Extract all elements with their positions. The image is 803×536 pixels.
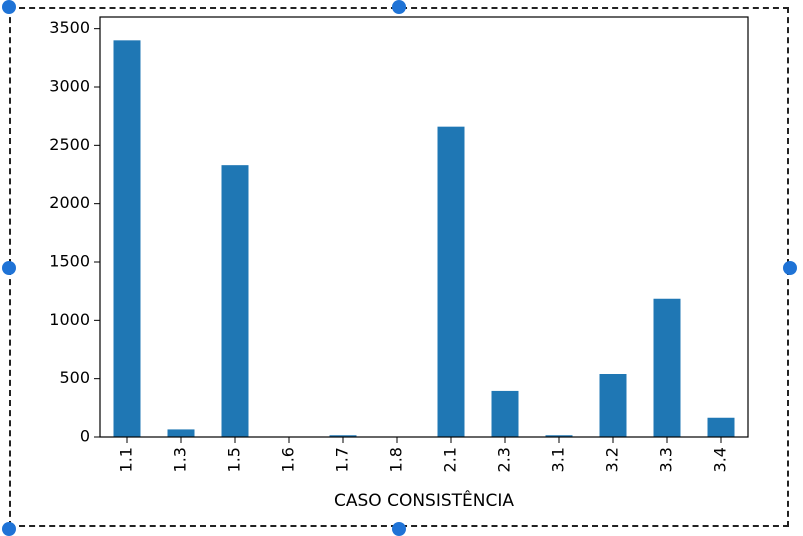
x-tick-label: 3.4: [711, 447, 730, 472]
x-tick-label: 1.1: [117, 447, 136, 472]
bar-1.1: [114, 40, 141, 437]
x-tick-label: 2.1: [441, 447, 460, 472]
y-tick-label: 2000: [49, 193, 90, 212]
y-tick-label: 1000: [49, 310, 90, 329]
x-tick-label: 1.5: [225, 447, 244, 472]
x-tick-label: 3.3: [657, 447, 676, 472]
y-tick-label: 3500: [49, 18, 90, 37]
x-tick-label: 1.3: [171, 447, 190, 472]
bar-3.4: [708, 418, 735, 437]
x-tick-label: 3.2: [603, 447, 622, 472]
bar-1.5: [222, 165, 249, 437]
y-tick-label: 0: [80, 427, 90, 446]
x-tick-label: 2.3: [495, 447, 514, 472]
y-tick-label: 2500: [49, 135, 90, 154]
y-tick-label: 3000: [49, 77, 90, 96]
x-axis-title: CASO CONSISTÊNCIA: [334, 489, 514, 511]
x-tick-label: 1.8: [387, 447, 406, 472]
y-tick-label: 500: [59, 368, 90, 387]
plot-frame: [100, 17, 748, 437]
y-tick-label: 1500: [49, 252, 90, 271]
x-tick-label: 1.7: [333, 447, 352, 472]
bar-3.2: [600, 374, 627, 437]
y-axis: 0 500 1000 1500 2000 2500 3000 3500: [49, 18, 100, 445]
bar-1.3: [168, 429, 195, 437]
bar-3.3: [654, 299, 681, 437]
bar-2.1: [438, 127, 465, 437]
bar-2.3: [492, 391, 519, 437]
bars-layer: [114, 40, 735, 437]
x-tick-label: 3.1: [549, 447, 568, 472]
x-tick-label: 1.6: [279, 447, 298, 472]
x-axis: 1.1 1.3 1.5 1.6 1.7 1.8 2.1 2.3 3.1 3.2 3.3 3.4: [117, 437, 730, 472]
